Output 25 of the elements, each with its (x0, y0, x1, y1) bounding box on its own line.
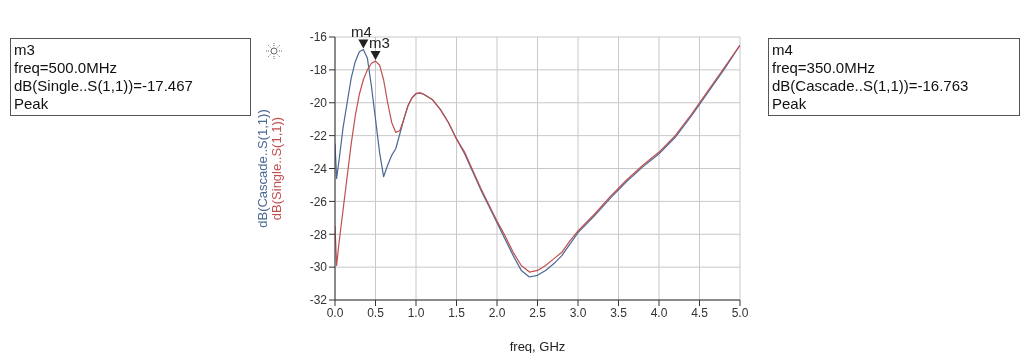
x-tick-label: 3.5 (610, 305, 628, 320)
x-tick-label: 5.0 (731, 305, 749, 320)
y-tick-label: -18 (309, 63, 328, 78)
text: dB(Cascade..S(1,1)) (254, 109, 270, 228)
x-tick-label: 4.0 (650, 305, 668, 320)
y-tick-label: -22 (309, 128, 328, 143)
x-tick-label: 1.0 (407, 305, 425, 320)
annotation: m4 (350, 22, 372, 40)
x-tick-label: 2.5 (529, 305, 547, 320)
x-tick-label: 0.5 (367, 305, 385, 320)
y-tick-label: -24 (309, 161, 328, 176)
y-tick-label: -30 (309, 260, 328, 275)
x-tick-label: 0.0 (326, 305, 344, 320)
text: m4 freq=350.0MHz dB(Cascade..S(1,1))=-16.763 Peak (768, 38, 1020, 116)
y-tick-label: -32 (309, 293, 328, 308)
x-tick-label: 1.5 (448, 305, 466, 320)
y-tick-label: -16 (309, 30, 328, 45)
x-tick-label: 3.0 (569, 305, 587, 320)
y-tick-label: -20 (309, 96, 328, 111)
x-tick-label: 4.5 (691, 305, 709, 320)
x-axis-title: freq, GHz (509, 339, 566, 354)
y-tick-label: -26 (309, 194, 328, 209)
text: m3 freq=500.0MHz dB(Single..S(1,1))=-17.467 Peak (10, 38, 251, 116)
y-tick-label: -28 (309, 227, 328, 242)
x-tick-label: 2.0 (488, 305, 506, 320)
